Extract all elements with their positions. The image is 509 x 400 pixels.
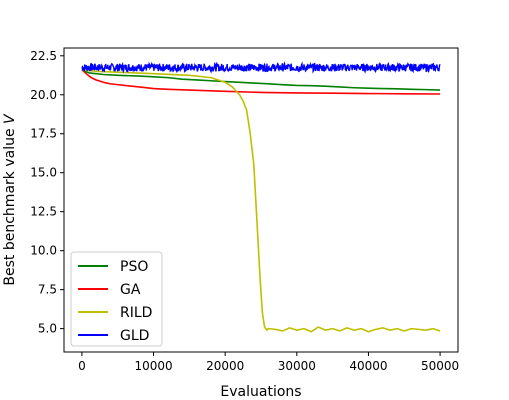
y-tick-label: 12.5 [30, 205, 57, 219]
y-tick-label: 5.0 [38, 322, 57, 336]
y-tick-label: 7.5 [38, 283, 57, 297]
legend-label-rild: RILD [120, 305, 152, 321]
y-axis: 5.0 7.5 10.0 12.5 15.0 17.5 20.0 22.5 [30, 49, 64, 336]
x-tick-label: 50000 [421, 359, 459, 373]
series-line-rild [81, 69, 441, 333]
legend-label-gld: GLD [120, 328, 149, 344]
series-line-gld [81, 61, 441, 75]
y-tick-label: 15.0 [30, 166, 57, 180]
series-line-pso [81, 67, 441, 91]
x-axis-label: Evaluations [220, 384, 301, 400]
y-tick-label: 20.0 [30, 88, 57, 102]
x-tick-label: 0 [78, 359, 86, 373]
x-tick-label: 40000 [349, 359, 387, 373]
series-layer [81, 61, 441, 333]
y-axis-label: Best benchmark value V [2, 113, 18, 286]
y-tick-label: 10.0 [30, 244, 57, 258]
y-tick-label: 22.5 [30, 49, 57, 63]
x-tick-label: 20000 [206, 359, 244, 373]
series-line-ga [81, 69, 441, 95]
legend: PSO GA RILD GLD [70, 251, 163, 347]
plot-frame [63, 47, 459, 353]
legend-label-ga: GA [120, 282, 141, 298]
x-tick-label: 30000 [278, 359, 316, 373]
legend-label-pso: PSO [120, 259, 148, 275]
y-tick-label: 17.5 [30, 127, 57, 141]
y-axis-label-symbol: V [2, 113, 18, 124]
legend-frame [70, 251, 163, 347]
x-tick-label: 10000 [134, 359, 172, 373]
y-axis-label-text: Best benchmark value [2, 124, 18, 286]
x-axis: 0 10000 20000 30000 40000 50000 [78, 352, 459, 373]
